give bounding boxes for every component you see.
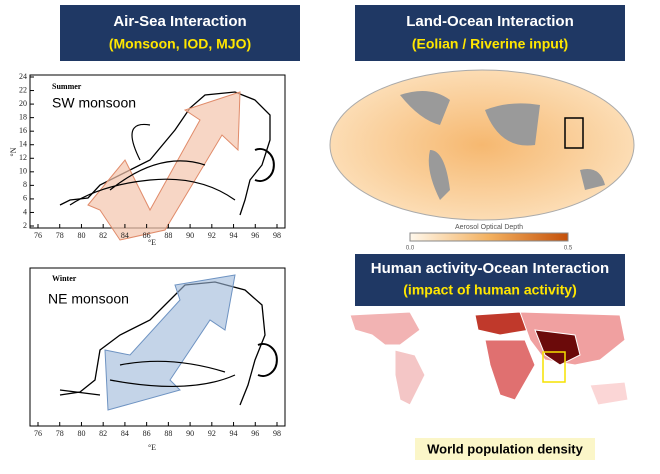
axis-unit: °E	[148, 443, 156, 452]
aerosol-map: Aerosol Optical Depth 0.0 0.5	[329, 69, 635, 252]
panel-subtitle: (Monsoon, IOD, MJO)	[109, 36, 251, 52]
title-box	[355, 5, 625, 61]
current-arrows	[69, 123, 236, 206]
x-tick-label: 80	[77, 429, 85, 438]
season-label: Summer	[52, 82, 82, 91]
x-tick-label: 80	[77, 231, 85, 240]
panel-subtitle: (impact of human activity)	[403, 282, 576, 298]
winter-map: Winter NE monsoon °E	[29, 267, 286, 452]
colorbar-min: 0.0	[406, 246, 415, 252]
x-tick-label: 98	[273, 429, 281, 438]
y-tick-label: 10	[19, 167, 27, 176]
current-arrows	[59, 360, 236, 396]
y-tick-label: 18	[19, 112, 27, 121]
x-tick-label: 78	[56, 231, 64, 240]
coastline	[59, 91, 271, 216]
y-tick-label: 4	[23, 207, 27, 216]
globe	[329, 69, 635, 221]
colorbar	[409, 232, 569, 242]
y-tick-label: 20	[19, 99, 27, 108]
axis-unit: °N	[9, 147, 18, 156]
x-tick-label: 88	[164, 231, 172, 240]
y-tick-label: 22	[19, 85, 27, 94]
monsoon-label: SW monsoon	[52, 95, 136, 111]
summer-map: Summer SW monsoon °N °E	[9, 74, 286, 247]
africa	[484, 339, 536, 401]
season-label: Winter	[52, 274, 77, 283]
monsoon-arrow	[104, 274, 236, 411]
axis-unit: °E	[148, 238, 156, 247]
y-tick-label: 24	[19, 72, 27, 81]
x-tick-label: 88	[164, 429, 172, 438]
x-tick-label: 78	[56, 429, 64, 438]
monsoon-arrow	[87, 91, 241, 241]
y-tick-label: 16	[19, 126, 27, 135]
monsoon-label: NE monsoon	[48, 291, 129, 307]
x-tick-label: 90	[186, 231, 194, 240]
eddy	[257, 343, 278, 377]
x-tick-label: 92	[208, 231, 216, 240]
europe	[474, 311, 531, 336]
x-tick-label: 90	[186, 429, 194, 438]
south-america	[394, 349, 426, 406]
north-america	[349, 311, 421, 346]
panel-subtitle: (Eolian / Riverine input)	[412, 36, 568, 52]
eddy	[254, 148, 275, 182]
x-tick-label: 96	[251, 231, 259, 240]
x-tick-label: 92	[208, 429, 216, 438]
y-tick-label: 8	[23, 180, 27, 189]
australia	[589, 381, 629, 406]
x-tick-label: 84	[121, 231, 129, 240]
title-box	[60, 5, 300, 61]
colorbar-max: 0.5	[564, 246, 573, 252]
y-tick-label: 6	[23, 194, 27, 203]
y-tick-label: 14	[19, 140, 27, 149]
x-tick-label: 94	[230, 231, 238, 240]
caption-box	[415, 438, 595, 460]
title-box	[355, 254, 625, 306]
x-tick-label: 98	[273, 231, 281, 240]
panel-title: Human activity-Ocean Interaction	[371, 260, 609, 277]
x-tick-label: 84	[121, 429, 129, 438]
x-tick-label: 86	[143, 429, 151, 438]
study-box	[542, 351, 566, 383]
x-tick-label: 76	[34, 231, 42, 240]
caption: World population density	[427, 441, 584, 456]
x-tick-label: 82	[99, 231, 107, 240]
colorbar-label: Aerosol Optical Depth	[455, 224, 523, 231]
x-tick-label: 76	[34, 429, 42, 438]
panel-title: Land-Ocean Interaction	[406, 13, 574, 30]
south-asia	[534, 329, 581, 366]
panel-title: Air-Sea Interaction	[113, 13, 246, 30]
study-box	[564, 117, 584, 149]
land-nodata	[400, 91, 605, 200]
population-map: World population density	[349, 311, 629, 460]
x-tick-label: 96	[251, 429, 259, 438]
x-tick-label: 82	[99, 429, 107, 438]
x-tick-label: 94	[230, 429, 238, 438]
y-tick-label: 12	[19, 153, 27, 162]
x-tick-label: 86	[143, 231, 151, 240]
y-tick-label: 2	[23, 221, 27, 230]
